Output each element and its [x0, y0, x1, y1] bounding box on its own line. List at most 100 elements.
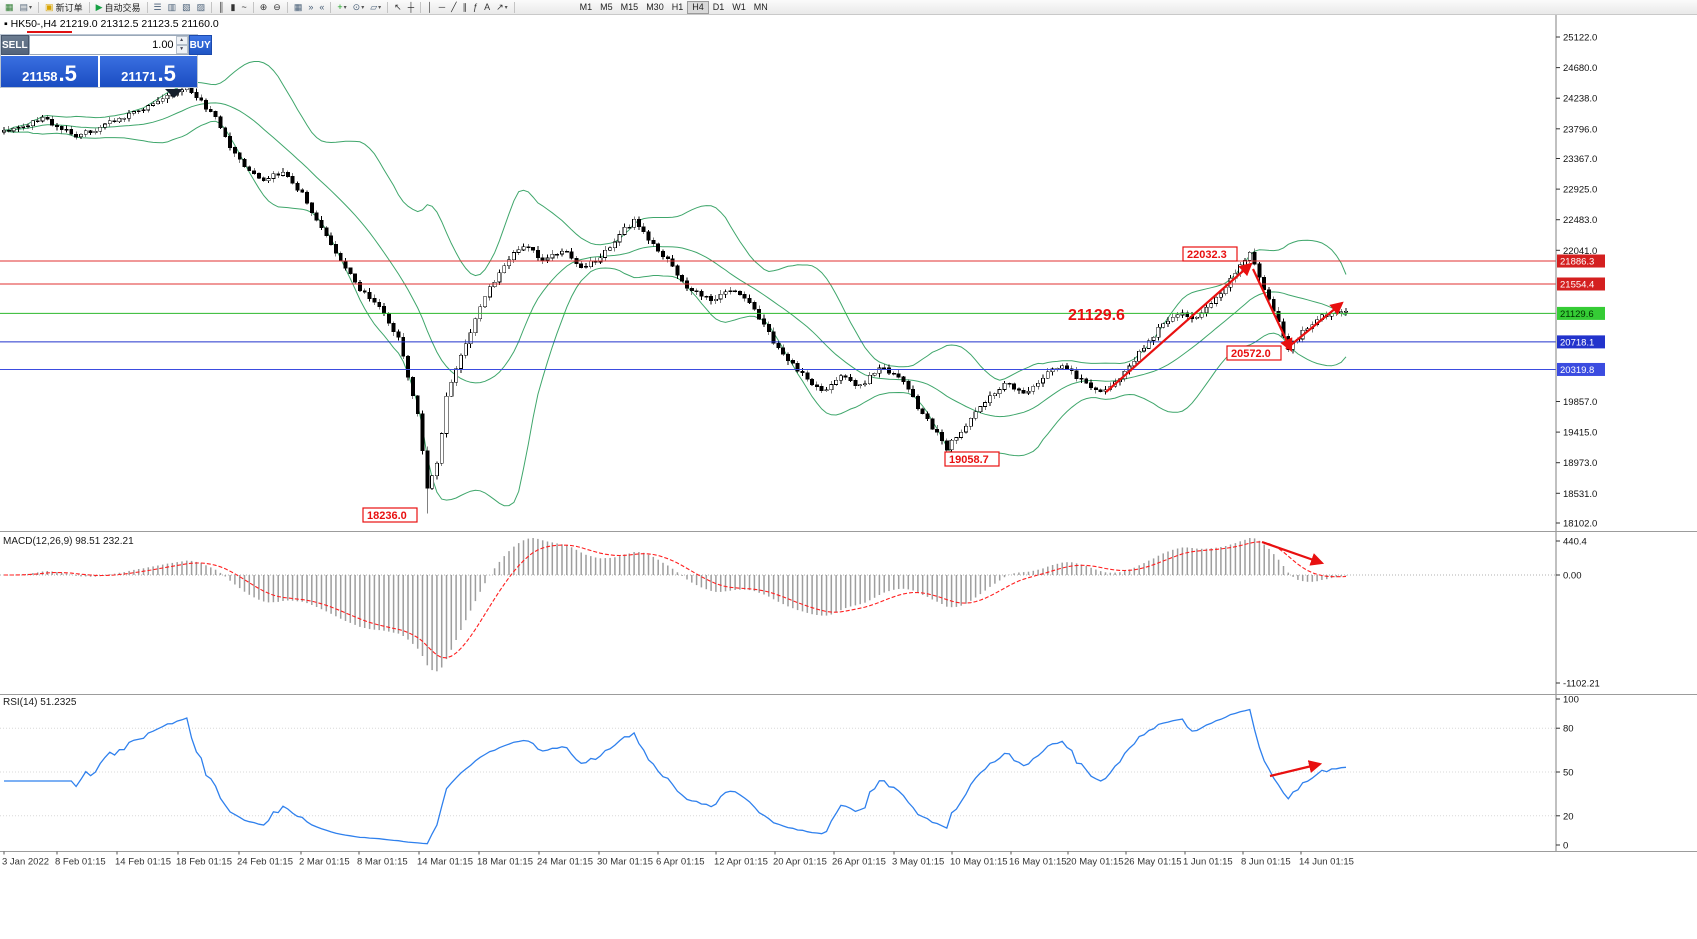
fibonacci-icon[interactable]: ƒ [470, 1, 481, 14]
cursor-icon[interactable]: ↖ [391, 1, 405, 14]
sell-price-fraction: .5 [58, 61, 77, 86]
toolbar-separator [420, 1, 422, 13]
price-tick-label: 24238.0 [1563, 94, 1597, 105]
horizontal-line-icon[interactable]: ─ [436, 1, 448, 14]
text-icon[interactable]: A [481, 1, 493, 14]
autoscroll-icon[interactable]: » [305, 1, 316, 14]
buy-price-fraction: .5 [157, 61, 176, 86]
volume-input[interactable] [29, 36, 176, 54]
price-badge [1557, 335, 1605, 349]
annotation-price-label: 22032.3 [1187, 249, 1227, 261]
symbol-period-label: HK50-,H4 [10, 18, 57, 30]
candlestick-chart-icon[interactable]: ▮ [228, 1, 239, 14]
trend-arrow [1252, 268, 1293, 352]
chevron-down-icon[interactable]: ▾ [504, 4, 508, 11]
price-tick-label: 22041.0 [1563, 246, 1597, 257]
annotation-box [1226, 345, 1282, 361]
channel-icon[interactable]: ∥ [460, 1, 471, 14]
new-chart-icon[interactable]: ▦ [2, 1, 17, 14]
trend-arrows[interactable] [1105, 262, 1344, 778]
macd-axis-label: 0.00 [1563, 571, 1582, 582]
data-window-icon[interactable]: ▥ [165, 1, 180, 14]
candlestick-chart-icon: ▮ [230, 1, 236, 12]
candles-layer [2, 83, 1348, 514]
timeframe-W1[interactable]: W1 [732, 1, 746, 12]
timeframe-M15[interactable]: M15 [620, 1, 639, 12]
time-tick-label: 10 May 01:15 [950, 857, 1008, 868]
tile-windows-icon[interactable]: ▦ [291, 1, 306, 14]
time-tick-label: 20 May 01:15 [1066, 857, 1124, 868]
chevron-down-icon[interactable]: ▾ [29, 4, 33, 11]
chevron-down-icon[interactable]: ▾ [378, 4, 382, 11]
chevron-down-icon[interactable]: ▾ [361, 4, 365, 11]
horizontal-line-icon: ─ [438, 1, 446, 12]
toolbar-separator [88, 1, 90, 13]
timeframe-D1[interactable]: D1 [712, 1, 725, 12]
timeframe-H1[interactable]: H1 [671, 1, 684, 12]
price-tick-label: 19857.0 [1563, 397, 1597, 408]
terminal-icon[interactable]: ▨ [194, 1, 209, 14]
price-badge [1557, 277, 1605, 291]
time-tick-label: 18 Feb 01:15 [176, 857, 232, 868]
arrows-tool-icon[interactable]: ↗ ▾ [493, 1, 511, 14]
chart-shift-icon: « [319, 1, 325, 12]
autoscroll-icon: » [308, 1, 314, 12]
line-chart-icon[interactable]: ~ [238, 1, 249, 14]
market-watch-icon[interactable]: ☰ [151, 1, 165, 14]
ohlc-values: 21219.0 21312.5 21123.5 21160.0 [59, 18, 219, 30]
volume-down-icon[interactable]: ▼ [175, 45, 188, 54]
periods-icon[interactable]: ⊙ ▾ [350, 1, 368, 14]
trend-arrow [1105, 262, 1253, 393]
price-badge [1557, 362, 1605, 376]
navigator-icon[interactable]: ▧ [179, 1, 194, 14]
price-axis[interactable]: 25122.0 24680.0 24238.0 23796.0 23367.0 22925… [1555, 14, 1605, 852]
add-indicator-icon[interactable]: + ▾ [334, 1, 349, 14]
time-tick-label: 30 Mar 01:15 [597, 857, 653, 868]
market-watch-icon: ☰ [153, 1, 162, 12]
new-order-button[interactable]: ▣ 新订单 [42, 1, 86, 14]
auto-trading-icon: ▶ [95, 1, 103, 12]
bar-chart-icon: ║ [218, 1, 225, 12]
price-tick-label: 18102.0 [1563, 519, 1597, 530]
chart-shift-icon[interactable]: « [316, 1, 327, 14]
bar-chart-icon[interactable]: ║ [215, 1, 227, 14]
buy-price[interactable]: 21171 .5 [100, 56, 197, 87]
timeframe-group: M1 M5 M15 M30 H1 H4 D1 W1 MN [576, 0, 772, 14]
zoom-in-icon[interactable]: ⊕ [257, 1, 271, 14]
auto-trading-button[interactable]: ▶ 自动交易 [93, 1, 144, 14]
timeframe-M30[interactable]: M30 [646, 1, 664, 12]
one-click-trading-panel: SELL ▲ ▼ BUY 21158 .5 21171 .5 [1, 35, 212, 87]
sell-button[interactable]: SELL [1, 35, 29, 55]
annotation-price-label: 20572.0 [1231, 348, 1271, 360]
chevron-down-icon[interactable]: ▾ [343, 4, 347, 11]
vertical-line-icon[interactable]: │ [424, 1, 436, 14]
rsi-axis-label: 100 [1563, 695, 1579, 706]
time-tick-label: 26 May 01:15 [1124, 857, 1182, 868]
profiles-icon[interactable]: ▤ ▾ [17, 1, 36, 14]
rsi-title: RSI(14) [3, 697, 38, 708]
time-axis[interactable]: 3 Jan 2022 8 Feb 01:15 14 Feb 01:15 18 Feb … [2, 851, 1354, 868]
timeframe-H4[interactable]: H4 [687, 0, 709, 14]
trendline-icon[interactable]: ╱ [448, 1, 459, 14]
crosshair-icon: ┼ [407, 1, 415, 12]
sell-price[interactable]: 21158 .5 [1, 56, 98, 87]
crosshair-icon[interactable]: ┼ [405, 1, 417, 14]
timeframe-M1[interactable]: M1 [579, 1, 593, 12]
volume-up-icon[interactable]: ▲ [175, 36, 188, 45]
timeframe-MN[interactable]: MN [753, 1, 768, 12]
bollinger-lower-band [3, 120, 1347, 507]
sell-price-main: 21158 [22, 69, 58, 84]
timeframe-M5[interactable]: M5 [600, 1, 613, 12]
new-order-icon: ▣ [45, 1, 54, 12]
horizontal-levels [0, 260, 1556, 370]
toolbar-separator [286, 1, 288, 13]
templates-icon[interactable]: ▱ ▾ [367, 1, 384, 14]
time-tick-label: 18 Mar 01:15 [477, 857, 533, 868]
price-annotations[interactable]: 22032.3 21129.6 20572.0 19058.7 18236.0 [362, 246, 1282, 523]
price-badge-label: 20319.8 [1560, 365, 1594, 376]
zoom-out-icon[interactable]: ⊖ [270, 1, 284, 14]
rsi-axis-label: 20 [1563, 811, 1574, 822]
panel-collapse-icon[interactable] [165, 89, 183, 98]
buy-button[interactable]: BUY [188, 35, 212, 55]
